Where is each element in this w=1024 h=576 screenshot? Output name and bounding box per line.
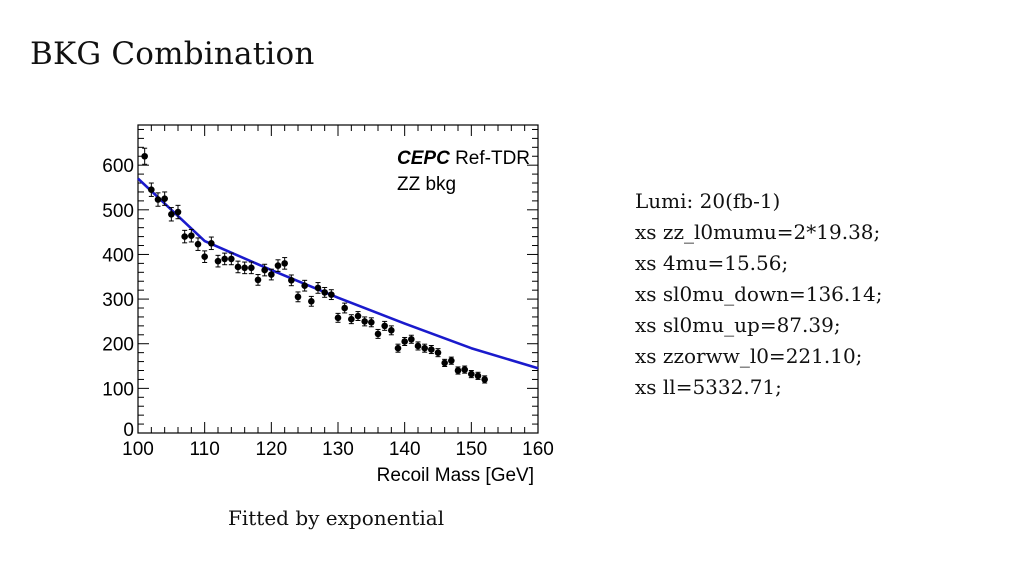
info-line-zz-l0mumu: xs zz_l0mumu=2*19.38; [635, 220, 881, 244]
plot-frame [137, 124, 539, 434]
y-tick-label: 100 [102, 379, 134, 400]
y-tick-label: 400 [102, 245, 134, 266]
data-point [314, 284, 322, 292]
experiment-label: CEPC Ref-TDR [397, 148, 530, 169]
data-point [168, 210, 175, 218]
data-point [154, 196, 162, 203]
data-point [434, 349, 442, 356]
y-tick-label: 300 [102, 290, 134, 311]
data-point [308, 298, 315, 305]
info-line-4mu: xs 4mu=15.56; [635, 251, 789, 275]
data-point [361, 318, 368, 325]
data-point [381, 322, 388, 330]
data-point [268, 271, 275, 278]
data-point [141, 152, 148, 160]
data-point [408, 335, 415, 343]
data-point [274, 262, 282, 269]
data-point [301, 282, 308, 289]
experiment-tag: Ref-TDR [450, 148, 530, 169]
experiment-name: CEPC [397, 148, 450, 169]
data-point [394, 344, 402, 352]
data-point [481, 376, 488, 383]
chart-caption: Fitted by exponential [228, 506, 445, 530]
data-point [474, 372, 482, 380]
x-tick-label: 140 [389, 439, 421, 460]
data-point [208, 239, 215, 247]
data-point [341, 304, 348, 312]
recoil-mass-chart: 100 110 120 130 140 150 1600100200300400500600… [102, 124, 554, 486]
data-point [248, 264, 255, 272]
data-point [234, 263, 242, 271]
data-point [401, 338, 408, 345]
info-line-sl0mu-down: xs sl0mu_down=136.14; [635, 282, 883, 306]
x-axis-label: Recoil Mass [GeV] [377, 465, 534, 486]
info-line-zzorww-l0: xs zzorww_l0=221.10; [635, 344, 863, 368]
info-line-sl0mu-up: xs sl0mu_up=87.39; [635, 313, 841, 337]
data-point [354, 312, 362, 320]
data-point [448, 357, 455, 364]
x-tick-label: 130 [322, 439, 354, 460]
data-point [201, 253, 208, 260]
data-point [228, 255, 235, 263]
data-point [174, 208, 182, 216]
data-point [441, 359, 448, 367]
data-point [374, 330, 382, 338]
data-point [161, 195, 168, 202]
data-point [454, 367, 462, 374]
data-point [368, 318, 375, 326]
data-point [254, 276, 262, 284]
y-tick-label: 200 [102, 335, 134, 356]
data-point [148, 186, 155, 194]
sample-label: ZZ bkg [397, 174, 456, 195]
y-tick-label: 600 [102, 156, 134, 177]
data-point [421, 344, 428, 352]
fit-curve [137, 177, 539, 370]
data-point [181, 233, 188, 240]
info-line-ll: xs ll=5332.71; [635, 375, 782, 399]
cross-section-info: Lumi: 20(fb-1) xs zz_l0mumu=2*19.38; xs … [635, 186, 882, 403]
y-tick-label: 0 [123, 420, 134, 441]
data-point [221, 255, 228, 263]
data-point [321, 289, 328, 296]
data-point [328, 291, 335, 298]
data-point [414, 342, 422, 350]
data-point [261, 266, 268, 274]
x-tick-label: 110 [190, 439, 220, 460]
info-line-lumi: Lumi: 20(fb-1) [635, 189, 781, 213]
data-point [388, 327, 395, 334]
data-point [334, 314, 342, 322]
x-tick-label: 120 [255, 439, 287, 460]
x-tick-label: 100 [122, 439, 154, 460]
data-point [428, 346, 435, 353]
data-point [281, 260, 288, 267]
data-point [461, 366, 468, 373]
x-tick-label: 160 [522, 439, 554, 460]
data-point [288, 277, 295, 284]
data-point [348, 315, 355, 323]
data-point [188, 232, 195, 240]
y-tick-label: 500 [102, 201, 134, 222]
slide-title: BKG Combination [30, 36, 315, 72]
data-point [468, 370, 475, 378]
data-point [194, 240, 202, 248]
data-point [294, 293, 302, 301]
data-point [214, 257, 222, 265]
x-tick-label: 150 [455, 439, 487, 460]
data-point [241, 264, 248, 272]
